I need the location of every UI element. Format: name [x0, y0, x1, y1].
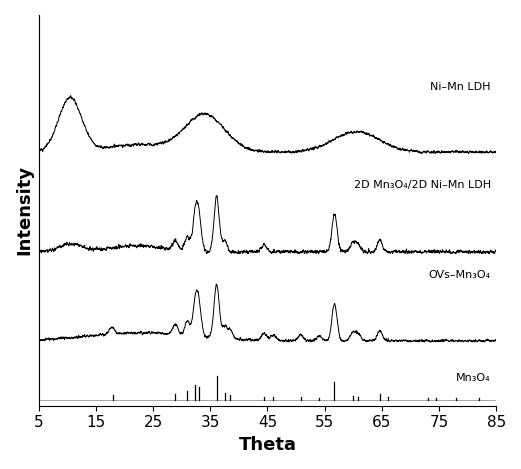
Text: 2D Mn₃O₄/2D Ni–Mn LDH: 2D Mn₃O₄/2D Ni–Mn LDH: [354, 180, 491, 189]
Text: Ni–Mn LDH: Ni–Mn LDH: [430, 82, 491, 92]
Y-axis label: Intensity: Intensity: [15, 165, 33, 256]
Text: Mn₃O₄: Mn₃O₄: [456, 373, 491, 383]
X-axis label: Theta: Theta: [239, 436, 296, 454]
Text: OVs–Mn₃O₄: OVs–Mn₃O₄: [429, 270, 491, 280]
